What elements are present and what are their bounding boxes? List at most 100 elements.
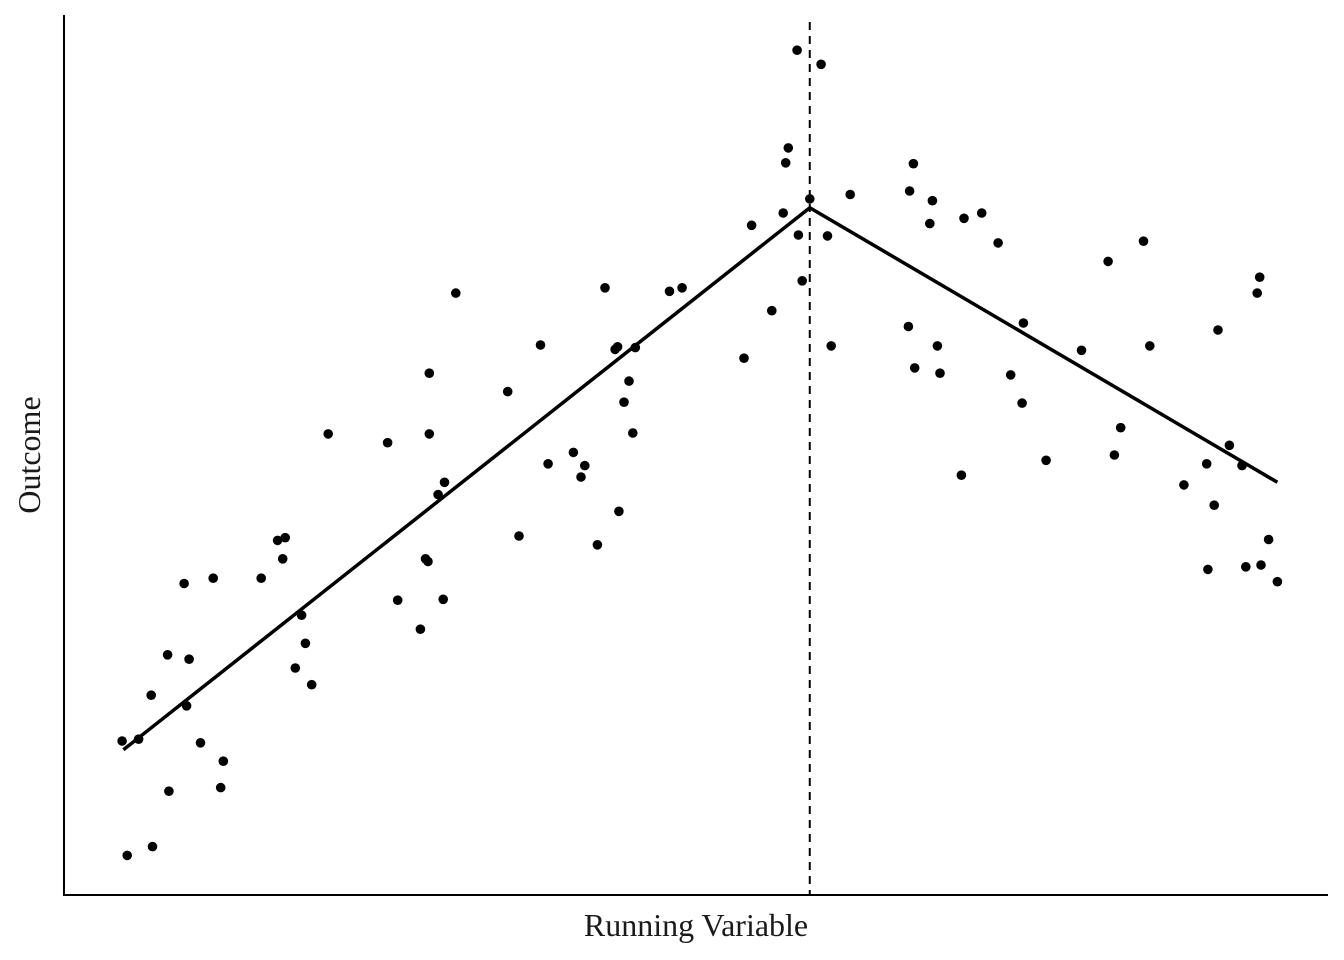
data-point <box>1103 256 1113 267</box>
data-point <box>1272 576 1283 587</box>
data-point <box>256 573 267 583</box>
data-point <box>746 220 757 231</box>
data-point <box>1076 345 1087 356</box>
data-point <box>438 594 449 605</box>
data-point <box>147 841 158 852</box>
data-point <box>277 554 288 564</box>
data-point <box>423 556 433 567</box>
data-point <box>993 238 1003 248</box>
data-point <box>502 386 513 397</box>
data-point <box>664 286 675 297</box>
data-point <box>218 756 229 766</box>
data-point <box>1256 560 1266 570</box>
fit-line-right <box>808 206 1279 484</box>
data-point <box>780 158 791 168</box>
data-point <box>195 738 206 748</box>
data-point <box>614 506 624 517</box>
data-point <box>600 283 610 293</box>
data-point <box>1213 325 1223 335</box>
data-point <box>612 342 623 352</box>
plot-area <box>117 22 1283 895</box>
data-point <box>122 850 132 861</box>
data-point <box>514 531 524 541</box>
data-point <box>424 368 435 379</box>
data-point <box>117 736 127 746</box>
data-point <box>179 578 189 589</box>
data-point <box>451 288 461 298</box>
data-point <box>1005 370 1016 380</box>
data-point <box>909 363 920 373</box>
data-point <box>932 341 943 351</box>
data-point <box>382 437 393 448</box>
data-point <box>1201 459 1212 469</box>
data-point <box>628 428 638 438</box>
data-point <box>826 341 836 351</box>
data-point <box>767 305 777 316</box>
data-point <box>925 218 935 229</box>
data-point <box>164 786 174 796</box>
data-point <box>535 340 546 350</box>
data-point <box>822 231 833 241</box>
data-point <box>1115 422 1126 433</box>
data-point <box>904 186 915 196</box>
data-point <box>739 353 749 364</box>
data-point <box>280 532 291 543</box>
data-point <box>208 573 218 583</box>
data-point <box>576 472 586 482</box>
data-point <box>805 194 815 204</box>
y-axis-title: Outcome <box>11 396 47 513</box>
data-point <box>323 429 334 439</box>
data-point <box>903 321 914 332</box>
data-point <box>300 638 311 649</box>
data-point <box>568 447 579 458</box>
data-point <box>959 213 969 224</box>
data-point <box>793 230 804 240</box>
data-point <box>146 690 156 700</box>
data-point <box>976 208 987 218</box>
data-point <box>184 654 194 664</box>
data-point <box>677 283 687 293</box>
data-point <box>783 143 794 153</box>
data-point <box>424 429 435 439</box>
data-point <box>580 460 590 471</box>
data-point <box>816 59 826 70</box>
data-point <box>1209 500 1219 511</box>
x-axis-title: Running Variable <box>584 907 808 943</box>
data-point <box>272 535 283 546</box>
data-point <box>927 195 938 206</box>
data-point <box>1109 450 1120 460</box>
data-point <box>290 663 301 673</box>
data-point <box>162 650 173 660</box>
data-point <box>1018 318 1029 328</box>
data-point <box>1224 440 1235 451</box>
data-point <box>792 45 802 55</box>
fit-line-left <box>122 206 811 752</box>
data-point <box>415 624 426 634</box>
data-point <box>592 540 603 550</box>
data-point <box>1263 534 1274 545</box>
data-point <box>1203 564 1213 575</box>
data-point <box>392 595 403 605</box>
data-point <box>1138 236 1149 246</box>
data-point <box>1179 480 1189 490</box>
data-point <box>908 158 919 169</box>
data-point <box>439 477 450 488</box>
data-point <box>306 679 317 690</box>
data-point <box>1145 341 1155 351</box>
data-point <box>778 208 788 218</box>
data-point <box>956 470 967 481</box>
data-point <box>1017 398 1027 408</box>
data-point <box>433 489 443 500</box>
data-point <box>215 782 226 793</box>
data-point <box>624 376 634 386</box>
data-point <box>797 276 807 286</box>
data-point <box>1041 455 1051 466</box>
data-point <box>1252 288 1262 298</box>
data-point <box>935 368 945 379</box>
data-point <box>619 397 629 408</box>
data-point <box>845 189 855 200</box>
data-point <box>1254 272 1265 283</box>
data-point <box>543 459 553 469</box>
data-point <box>1241 562 1251 572</box>
